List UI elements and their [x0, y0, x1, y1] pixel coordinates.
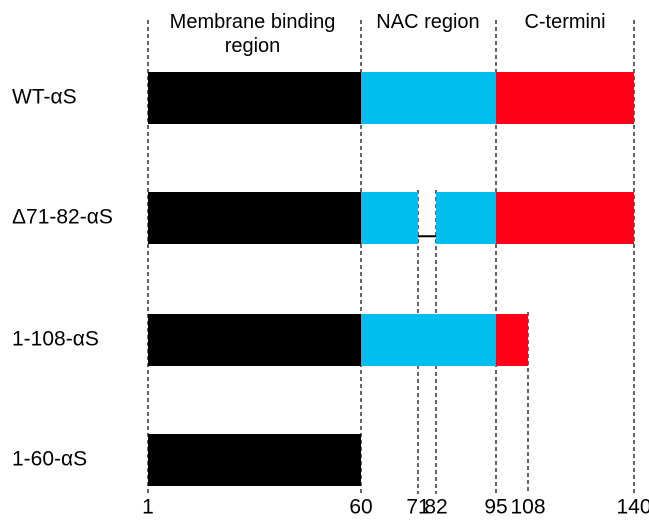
region-header: Membrane binding region	[150, 10, 355, 58]
tick-label: 95	[484, 496, 507, 519]
segment	[148, 434, 361, 486]
segment	[361, 72, 496, 124]
segment	[436, 192, 496, 244]
segment	[148, 192, 361, 244]
construct-label: WT-αS	[12, 86, 77, 109]
segment	[148, 72, 361, 124]
tick-label: 60	[349, 496, 372, 519]
tick-label: 71	[406, 496, 429, 519]
construct-label: 1-108-αS	[12, 328, 99, 351]
tick-label: 108	[510, 496, 545, 519]
segment	[148, 314, 361, 366]
tick-label: 140	[616, 496, 649, 519]
tick-label: 1	[142, 496, 154, 519]
segment	[361, 314, 496, 366]
tick-label: 82	[424, 496, 447, 519]
segment	[496, 72, 634, 124]
region-header: C-termini	[500, 10, 630, 34]
segment	[496, 314, 528, 366]
region-header: NAC region	[364, 10, 492, 34]
construct-label: 1-60-αS	[12, 448, 87, 471]
construct-label: Δ71-82-αS	[12, 206, 113, 229]
segment	[361, 192, 418, 244]
segment	[496, 192, 634, 244]
